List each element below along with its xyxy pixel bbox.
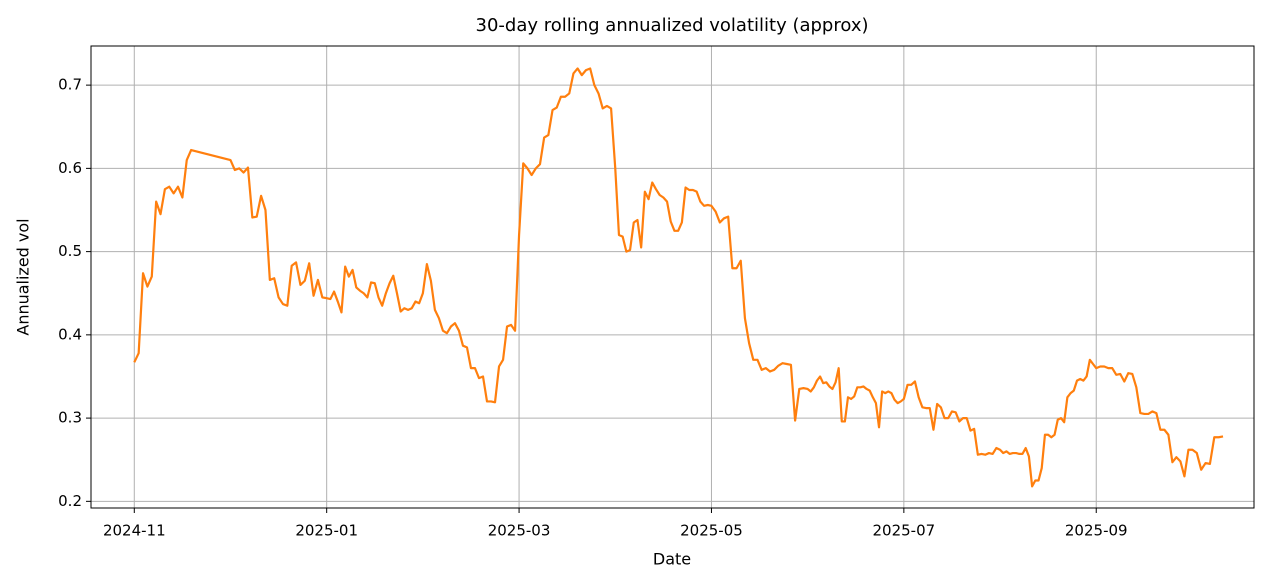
- y-tick-label: 0.2: [58, 492, 82, 510]
- y-tick-label: 0.7: [58, 76, 82, 94]
- y-tick-label: 0.4: [58, 325, 82, 343]
- x-axis-label: Date: [653, 550, 691, 569]
- x-tick-label: 2025-03: [488, 522, 551, 540]
- y-tick-label: 0.3: [58, 409, 82, 427]
- data-line: [133, 67, 1224, 488]
- chart-title: 30-day rolling annualized volatility (ap…: [476, 15, 869, 36]
- y-axis-label: Annualized vol: [14, 218, 33, 335]
- x-tick-label: 2025-05: [680, 522, 743, 540]
- x-tick-label: 2025-09: [1065, 522, 1128, 540]
- plot-frame: [90, 45, 1255, 509]
- y-tick-label: 0.6: [58, 159, 82, 177]
- x-tick-label: 2025-07: [873, 522, 936, 540]
- x-tick-label: 2024-11: [103, 522, 166, 540]
- y-tick-label: 0.5: [58, 242, 82, 260]
- x-tick-label: 2025-01: [295, 522, 358, 540]
